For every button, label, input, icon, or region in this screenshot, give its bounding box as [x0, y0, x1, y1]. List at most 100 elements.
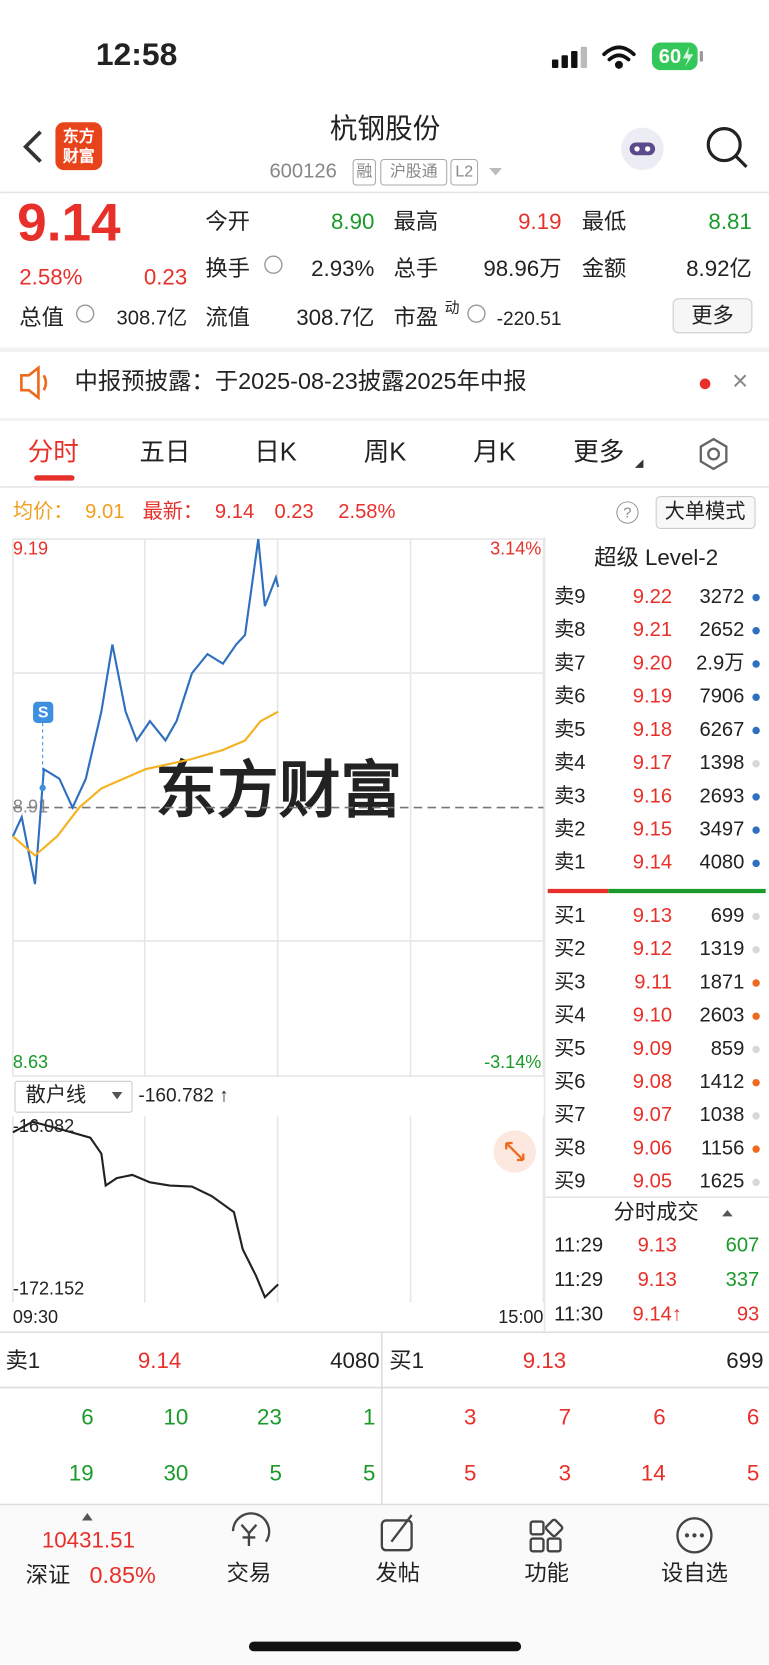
field-label: 最高 [394, 209, 439, 234]
best-bid-label: 买1 [389, 1348, 424, 1373]
trade-price: 9.14↑ [633, 1304, 682, 1326]
tab[interactable]: 月K [473, 439, 516, 467]
level-label: 买9 [554, 1171, 585, 1193]
mode-button[interactable] [655, 496, 756, 529]
tab[interactable]: 五日 [139, 439, 190, 467]
level-label: 卖4 [554, 751, 585, 774]
post-icon [380, 1519, 413, 1552]
trade-price: 9.13 [638, 1234, 677, 1256]
level-price: 9.15 [633, 818, 672, 840]
level-volume: 1038 [699, 1104, 744, 1126]
help-icon[interactable] [616, 501, 639, 524]
level-price: 9.08 [633, 1071, 672, 1093]
level-dot [752, 859, 760, 868]
latest-pct: 2.58% [338, 501, 395, 523]
level-label: 买6 [554, 1071, 585, 1093]
back-button[interactable] [23, 130, 42, 163]
tag-box [352, 158, 376, 186]
home-indicator [248, 1641, 522, 1652]
nav-labels: 交易 发帖 功能 设自选 [227, 1561, 728, 1586]
level-label: 买8 [554, 1137, 585, 1159]
series-line [12, 1120, 279, 1300]
level-price: 9.09 [633, 1038, 672, 1060]
field-value: -220.51 [497, 309, 562, 330]
level-label: 买4 [554, 1005, 585, 1027]
tab[interactable]: 周K [364, 439, 407, 467]
dropdown-arrow[interactable] [489, 167, 502, 176]
func-icon [529, 1520, 545, 1536]
tab[interactable]: 分时 [28, 439, 79, 467]
field-sup: 动 [445, 299, 460, 316]
level-volume: 859 [711, 1038, 745, 1060]
level-price: 9.10 [633, 1005, 672, 1027]
nav-item[interactable]: 交易 [227, 1561, 272, 1586]
signal-dot [39, 784, 46, 792]
dots [684, 1533, 705, 1538]
level-dot [752, 693, 760, 701]
level-dot [752, 1078, 760, 1087]
index-name: 深证 [26, 1563, 71, 1588]
avg-value: 9.01 [85, 501, 124, 523]
level-label: 卖2 [554, 817, 585, 840]
more-button[interactable] [672, 298, 753, 334]
queue-order: 14 [641, 1461, 666, 1486]
level-volume: 3272 [699, 586, 744, 608]
trade-time: 11:30 [554, 1304, 603, 1326]
queue-order: 19 [69, 1461, 94, 1486]
level-volume: 1398 [699, 752, 744, 774]
expand-button[interactable] [493, 1130, 537, 1173]
trade-volume: 607 [726, 1234, 760, 1256]
battery-level: 60 [659, 46, 681, 68]
queue-order: 6 [747, 1404, 759, 1429]
signal-marker[interactable] [33, 701, 54, 724]
index-value[interactable]: 10431.51 [42, 1528, 135, 1553]
field-label: 流值 [205, 305, 250, 330]
field-value: 2.93% [311, 256, 374, 281]
trades-arrow[interactable] [722, 1209, 733, 1217]
queue-order: 10 [164, 1404, 189, 1429]
level-volume: 1412 [699, 1071, 744, 1093]
series-line [11, 538, 280, 885]
level-label: 卖8 [554, 618, 585, 641]
notice-text[interactable]: 中报预披露：于2025-08-23披露2025年中报 [75, 368, 527, 394]
trade-icon [231, 1512, 271, 1543]
level-volume: 6267 [699, 719, 744, 741]
level-dot [752, 826, 760, 834]
last-price: 9.14 [17, 194, 121, 253]
index-pct: 0.85% [89, 1562, 155, 1588]
avg-label: 均价： [13, 500, 74, 523]
nav-item[interactable]: 发帖 [375, 1561, 420, 1586]
divider [0, 347, 769, 352]
tab[interactable]: 更多 [573, 439, 624, 467]
assistant-avatar[interactable] [621, 127, 664, 171]
divider [0, 417, 769, 422]
settings-button[interactable] [699, 437, 728, 471]
level-label: 卖5 [554, 718, 585, 741]
search-button[interactable] [706, 127, 748, 169]
level-dot [752, 946, 760, 954]
field-label: 市盈 [394, 305, 439, 330]
series-line [12, 710, 279, 857]
level-dot [752, 660, 760, 668]
level-dot [752, 759, 760, 768]
queue-order: 5 [464, 1461, 476, 1486]
tab[interactable]: 日K [254, 439, 297, 467]
logo [55, 122, 103, 171]
logo-text: 财富 [63, 147, 95, 166]
tag: 融 [356, 162, 372, 180]
queue-order: 6 [653, 1404, 665, 1429]
indicator-select[interactable] [14, 1080, 133, 1113]
queue-order: 30 [164, 1461, 189, 1486]
nav-item[interactable]: 设自选 [661, 1561, 728, 1586]
chart-plot [11, 538, 280, 1300]
latest-value: 9.14 [215, 501, 254, 523]
field-value: 8.81 [708, 209, 751, 234]
tag-box [450, 158, 479, 186]
level-volume: 2693 [699, 785, 744, 807]
best-ask-label: 卖1 [5, 1348, 40, 1373]
y2-tick-label: -3.14% [484, 1052, 541, 1072]
close-notice[interactable]: × [732, 365, 748, 396]
nav-item[interactable]: 功能 [524, 1561, 569, 1586]
info-icons [75, 255, 486, 323]
level-label: 买5 [554, 1038, 585, 1060]
